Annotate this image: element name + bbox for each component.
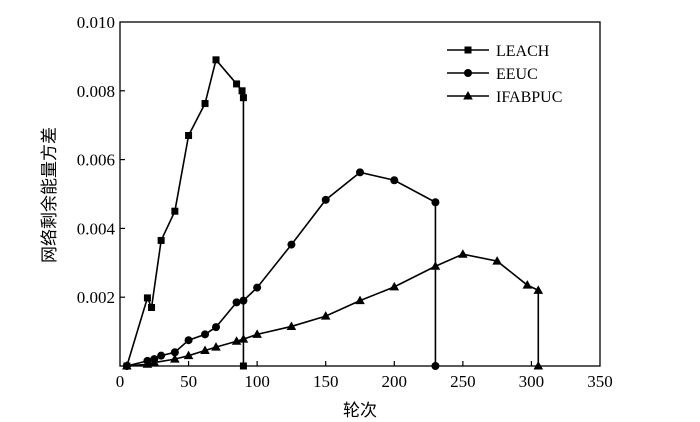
series-eeuc bbox=[122, 168, 440, 370]
legend-item-leach: LEACH bbox=[447, 43, 550, 60]
data-point-eeuc bbox=[184, 336, 193, 345]
data-point-eeuc bbox=[321, 195, 330, 204]
data-point-ifabpuc bbox=[122, 361, 132, 370]
data-point-leach bbox=[239, 362, 247, 370]
data-point-ifabpuc bbox=[200, 345, 210, 355]
series-line-leach bbox=[126, 58, 245, 367]
legend-marker-leach bbox=[464, 46, 472, 54]
data-point-ifabpuc bbox=[286, 321, 297, 330]
data-point-leach bbox=[239, 94, 247, 102]
data-point-leach bbox=[148, 304, 156, 312]
y-tick-label: 0.004 bbox=[77, 219, 116, 238]
series-layer bbox=[122, 56, 544, 370]
data-point-ifabpuc bbox=[183, 350, 194, 360]
data-point-ifabpuc bbox=[430, 261, 441, 270]
data-point-ifabpuc bbox=[252, 329, 262, 338]
data-point-leach bbox=[233, 80, 241, 88]
x-tick-label: 150 bbox=[313, 372, 339, 391]
data-point-eeuc bbox=[157, 351, 166, 360]
x-tick-label: 350 bbox=[587, 372, 613, 391]
data-point-ifabpuc bbox=[533, 361, 544, 370]
plot-frame bbox=[119, 21, 601, 367]
data-point-eeuc bbox=[431, 362, 440, 370]
y-tick-label: 0.002 bbox=[77, 288, 115, 307]
series-leach bbox=[123, 56, 247, 370]
data-point-eeuc bbox=[170, 348, 179, 357]
data-point-leach bbox=[212, 56, 220, 64]
series-ifabpuc bbox=[122, 249, 544, 370]
y-tick-label: 0.008 bbox=[77, 82, 115, 101]
data-point-leach bbox=[157, 236, 165, 244]
legend-label-leach: LEACH bbox=[496, 43, 550, 60]
data-point-eeuc bbox=[253, 283, 262, 292]
x-tick-label: 200 bbox=[382, 372, 408, 391]
data-point-eeuc bbox=[431, 198, 440, 207]
data-point-ifabpuc bbox=[522, 280, 533, 289]
data-point-leach bbox=[201, 100, 209, 108]
data-point-ifabpuc bbox=[320, 311, 331, 320]
y-axis-ticks: 0.002 0.004 0.006 0.008 0.010 bbox=[77, 13, 125, 307]
legend-item-ifabpuc: IFABPUC bbox=[447, 89, 562, 106]
y-axis-title: 网络剩余能量方差 bbox=[40, 127, 60, 263]
x-tick-label: 300 bbox=[519, 372, 545, 391]
data-point-eeuc bbox=[239, 296, 248, 305]
data-point-eeuc bbox=[232, 298, 241, 307]
data-point-ifabpuc bbox=[389, 281, 400, 291]
x-tick-label: 100 bbox=[244, 372, 270, 391]
y-tick-label: 0.006 bbox=[77, 151, 115, 170]
data-point-ifabpuc bbox=[355, 295, 365, 305]
data-point-eeuc bbox=[201, 330, 210, 339]
data-point-ifabpuc bbox=[238, 334, 249, 343]
data-point-leach bbox=[185, 132, 193, 140]
series-line-eeuc bbox=[126, 171, 437, 367]
x-tick-label: 50 bbox=[180, 372, 197, 391]
legend-marker-ifabpuc bbox=[463, 91, 473, 100]
series-line-ifabpuc bbox=[126, 253, 540, 367]
legend-marker-eeuc bbox=[464, 69, 472, 77]
data-point-leach bbox=[238, 87, 246, 95]
legend: LEACH EEUC IFABPUC bbox=[447, 43, 562, 106]
data-point-ifabpuc bbox=[458, 249, 468, 258]
data-point-eeuc bbox=[212, 323, 220, 332]
legend-item-eeuc: EEUC bbox=[447, 66, 538, 83]
data-point-leach bbox=[143, 294, 151, 302]
data-point-eeuc bbox=[390, 176, 399, 185]
data-point-ifabpuc bbox=[170, 354, 180, 363]
data-point-ifabpuc bbox=[211, 342, 221, 351]
x-axis-ticks: 0 50 100 150 200 250 300 350 bbox=[116, 361, 613, 391]
data-point-ifabpuc bbox=[149, 357, 160, 367]
data-point-leach bbox=[171, 207, 179, 215]
data-point-eeuc bbox=[287, 240, 296, 249]
legend-label-ifabpuc: IFABPUC bbox=[496, 89, 562, 106]
y-tick-label: 0.010 bbox=[77, 13, 115, 32]
x-tick-label: 0 bbox=[116, 372, 125, 391]
data-point-ifabpuc bbox=[533, 285, 544, 294]
data-point-eeuc bbox=[356, 168, 364, 177]
data-point-ifabpuc bbox=[492, 256, 502, 265]
x-tick-label: 250 bbox=[450, 372, 476, 391]
x-axis-title: 轮次 bbox=[343, 401, 377, 421]
legend-label-eeuc: EEUC bbox=[496, 66, 538, 83]
